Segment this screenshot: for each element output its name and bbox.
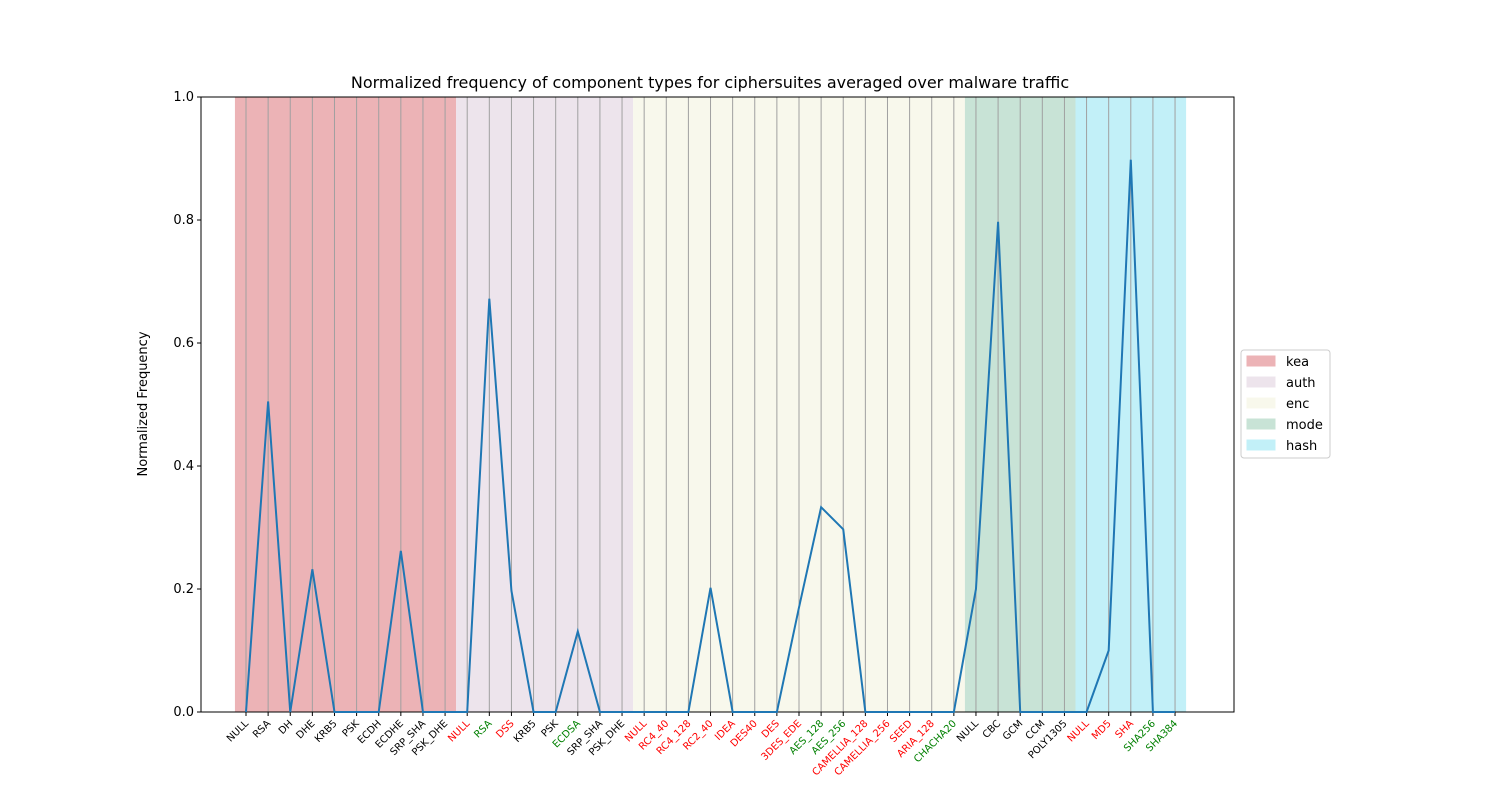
legend-label: kea [1286, 355, 1309, 370]
x-tick-label: KRB5 [313, 718, 340, 745]
legend-label: auth [1286, 376, 1316, 391]
x-tick-label: NULL [225, 718, 251, 744]
x-tick-label: NULL [1066, 718, 1092, 744]
x-tick-label: GCM [1001, 718, 1025, 742]
legend-swatch [1246, 439, 1276, 451]
y-axis-label: Normalized Frequency [136, 331, 151, 476]
x-tick-label: MD5 [1090, 718, 1114, 742]
legend-swatch [1246, 418, 1276, 430]
x-tick-label: NULL [955, 718, 981, 744]
y-tick-label: 0.4 [173, 459, 194, 474]
x-tick-label: KRB5 [512, 718, 539, 745]
legend-swatch [1246, 355, 1276, 367]
region-band [456, 97, 634, 712]
x-tick-label: RSA [251, 718, 273, 740]
x-tick-label: RSA [472, 718, 494, 740]
legend-label: enc [1286, 397, 1309, 412]
legend-label: hash [1286, 439, 1317, 454]
plot-frame [200, 96, 1235, 713]
x-tick-label: NULL [446, 718, 472, 744]
y-tick-label: 0.8 [173, 213, 194, 228]
y-tick-label: 1.0 [173, 90, 194, 105]
y-tick-label: 0.2 [173, 582, 194, 597]
chart-title: Normalized frequency of component types … [351, 73, 1069, 92]
region-band [234, 97, 457, 712]
legend-swatch [1246, 376, 1276, 388]
y-tick-label: 0.0 [173, 705, 194, 720]
series-line [245, 159, 1176, 713]
legend-swatch [1246, 397, 1276, 409]
y-tick-label: 0.6 [173, 336, 194, 351]
x-tick-label: CBC [981, 718, 1003, 740]
legend-label: mode [1286, 418, 1323, 433]
x-tick-label: DH [277, 718, 296, 737]
